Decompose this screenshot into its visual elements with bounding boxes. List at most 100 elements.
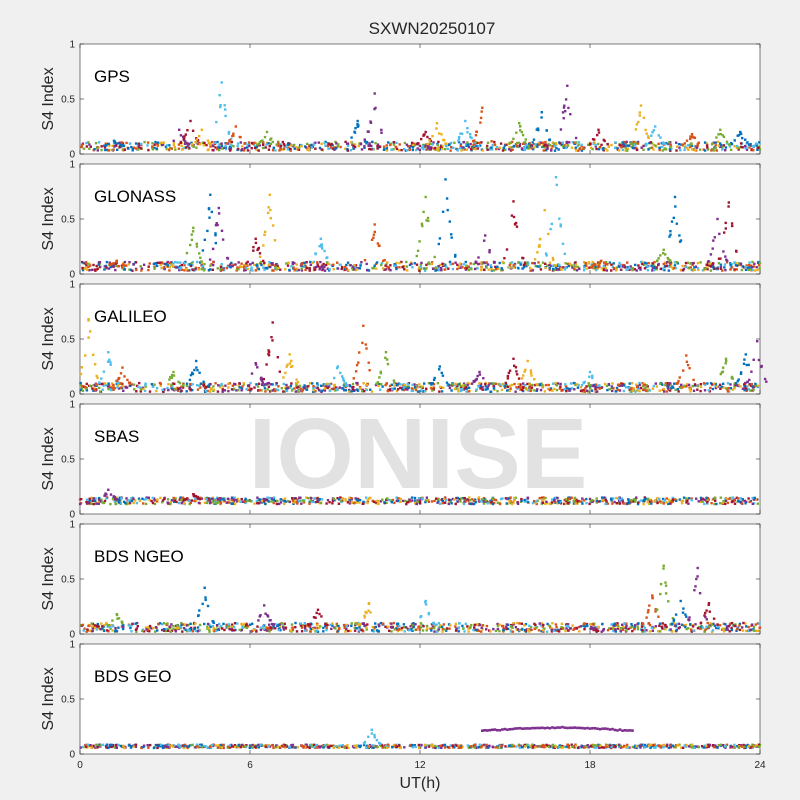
data-point — [669, 261, 672, 264]
data-point — [596, 267, 599, 270]
data-point — [707, 260, 710, 263]
data-point — [576, 386, 580, 389]
data-point — [525, 264, 528, 268]
data-point — [647, 261, 650, 265]
data-point — [224, 146, 227, 149]
data-point — [745, 148, 749, 151]
data-point — [261, 381, 265, 384]
data-point — [725, 261, 729, 264]
data-point — [572, 499, 575, 503]
data-point — [427, 261, 431, 264]
data-point — [741, 146, 744, 149]
data-point — [289, 629, 293, 632]
data-point — [274, 383, 278, 386]
data-point — [715, 626, 718, 630]
data-point — [249, 500, 253, 503]
data-point — [670, 265, 673, 268]
data-point — [189, 382, 192, 386]
data-point — [674, 499, 678, 502]
data-point — [630, 142, 633, 145]
data-point — [721, 366, 725, 369]
data-point — [707, 264, 710, 267]
data-point — [369, 496, 372, 500]
data-point — [404, 499, 407, 503]
data-point — [130, 624, 133, 627]
data-point — [386, 362, 390, 366]
data-point — [566, 623, 570, 626]
data-point — [733, 268, 736, 271]
data-point — [121, 366, 124, 369]
data-point — [298, 143, 302, 147]
data-point — [202, 269, 206, 272]
data-point — [519, 124, 522, 128]
data-point — [256, 264, 259, 267]
data-point — [245, 262, 248, 265]
data-point — [254, 237, 257, 240]
data-point — [640, 499, 643, 502]
data-point — [509, 496, 512, 499]
data-point — [210, 263, 213, 266]
data-point — [562, 145, 565, 148]
data-point — [102, 370, 106, 373]
data-point — [390, 501, 393, 504]
data-point — [654, 499, 657, 503]
data-point — [304, 265, 308, 268]
data-point — [757, 260, 760, 264]
data-point — [231, 384, 234, 387]
data-point — [737, 148, 740, 151]
data-point — [577, 383, 580, 387]
data-point — [187, 142, 191, 146]
data-point — [284, 145, 288, 149]
data-point — [260, 389, 263, 392]
data-point — [428, 262, 431, 266]
data-point — [441, 627, 445, 631]
data-point — [418, 625, 421, 629]
data-point — [524, 141, 527, 144]
data-point — [323, 141, 326, 145]
data-point — [136, 625, 139, 628]
data-point — [594, 265, 597, 269]
data-point — [393, 501, 396, 505]
data-point — [618, 261, 621, 265]
data-point — [638, 111, 641, 114]
data-point — [398, 261, 401, 265]
data-point — [514, 496, 517, 499]
data-point — [343, 268, 346, 272]
data-point — [355, 370, 358, 373]
data-point — [591, 374, 594, 377]
data-point — [698, 148, 702, 151]
data-point — [407, 385, 410, 388]
data-point — [538, 245, 541, 248]
data-point — [251, 261, 254, 265]
data-point — [448, 143, 451, 147]
data-point — [298, 499, 301, 502]
data-point — [472, 139, 476, 143]
data-point — [236, 266, 239, 269]
data-point — [497, 382, 500, 386]
data-point — [729, 387, 733, 390]
data-point — [120, 145, 123, 148]
data-point — [228, 382, 232, 385]
data-point — [688, 388, 691, 391]
data-point — [595, 497, 598, 500]
data-point — [282, 376, 285, 379]
data-point — [341, 497, 345, 500]
data-point — [517, 383, 520, 386]
data-point — [268, 350, 271, 354]
data-point — [743, 499, 746, 503]
data-point — [437, 265, 440, 268]
data-point — [337, 143, 340, 146]
data-point — [350, 622, 353, 625]
data-point — [342, 384, 346, 387]
data-point — [295, 263, 298, 266]
data-point — [252, 245, 255, 249]
data-point — [159, 496, 162, 500]
data-point — [381, 267, 385, 270]
data-point — [390, 630, 393, 633]
data-point — [689, 390, 692, 393]
data-point — [582, 499, 586, 502]
data-point — [315, 500, 319, 504]
data-point — [199, 256, 202, 259]
data-point — [751, 145, 754, 148]
data-point — [432, 383, 436, 386]
